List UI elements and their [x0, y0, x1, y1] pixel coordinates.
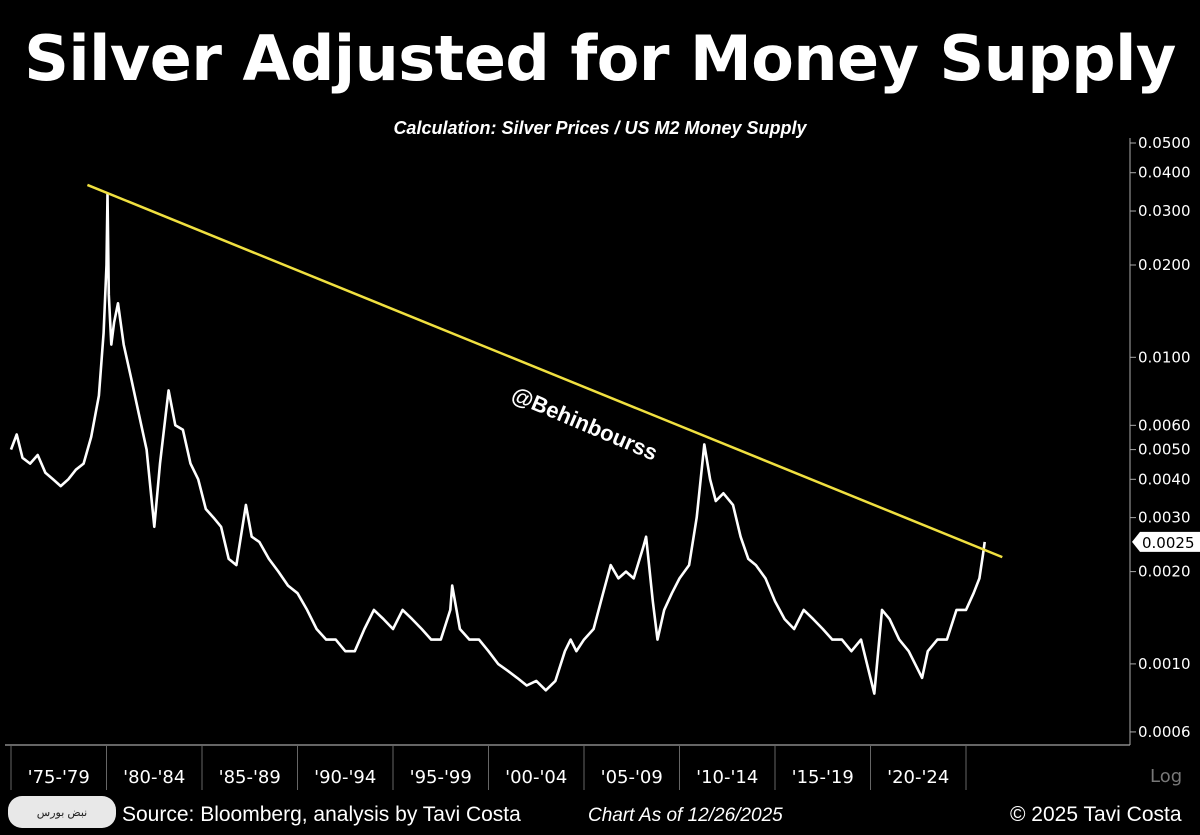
x-tick-label: '00-'04 — [505, 767, 567, 788]
y-tick-label: 0.0400 — [1138, 164, 1191, 182]
watermark: @Behinbourss — [508, 382, 661, 466]
trendline — [86, 183, 1003, 559]
x-tick-label: '90-'94 — [314, 767, 376, 788]
y-tick-label: 0.0010 — [1138, 655, 1191, 673]
y-tick-label: 0.0050 — [1138, 441, 1191, 459]
x-tick-label: '80-'84 — [123, 767, 185, 788]
y-tick-label: 0.0500 — [1138, 134, 1191, 152]
x-tick-label: '95-'99 — [410, 767, 472, 788]
x-tick-label: '10-'14 — [696, 767, 758, 788]
chart-title: Silver Adjusted for Money Supply — [24, 22, 1176, 95]
y-tick-label: 0.0030 — [1138, 509, 1191, 527]
y-tick-label: 0.0060 — [1138, 416, 1191, 434]
x-tick-label: '05-'09 — [601, 767, 663, 788]
x-tick-label: '75-'79 — [28, 767, 90, 788]
logo: نبض بورس — [8, 796, 116, 828]
y-tick-label: 0.0300 — [1138, 202, 1191, 220]
y-tick-label: 0.0020 — [1138, 563, 1191, 581]
source-note: Source: Bloomberg, analysis by Tavi Cost… — [122, 803, 521, 826]
chart-date: Chart As of 12/26/2025 — [588, 805, 783, 826]
y-tick-label: 0.0006 — [1138, 723, 1191, 741]
last-value-text: 0.0025 — [1142, 534, 1195, 552]
last-value-box — [1132, 531, 1200, 552]
chart-subtitle: Calculation: Silver Prices / US M2 Money… — [393, 118, 807, 138]
y-axis-label: Log — [1150, 766, 1182, 787]
last-value-label: 0.0025 — [1132, 531, 1200, 552]
x-tick-label: '85-'89 — [219, 767, 281, 788]
x-tick-label: '20-'24 — [887, 767, 949, 788]
x-axis: '75-'79 '80-'84 '85-'89 '90-'94 '95-'99 '00-'… — [5, 744, 1130, 790]
y-tick-label: 0.0040 — [1138, 470, 1191, 488]
y-axis: 0.0500 0.0400 0.0300 0.0200 0.0100 0.0060 0.00… — [1129, 134, 1191, 745]
series-line — [9, 193, 986, 695]
x-tick-label: '15-'19 — [792, 767, 854, 788]
y-tick-label: 0.0200 — [1138, 256, 1191, 274]
copyright: © 2025 Tavi Costa — [1010, 803, 1182, 826]
y-tick-label: 0.0100 — [1138, 348, 1191, 366]
